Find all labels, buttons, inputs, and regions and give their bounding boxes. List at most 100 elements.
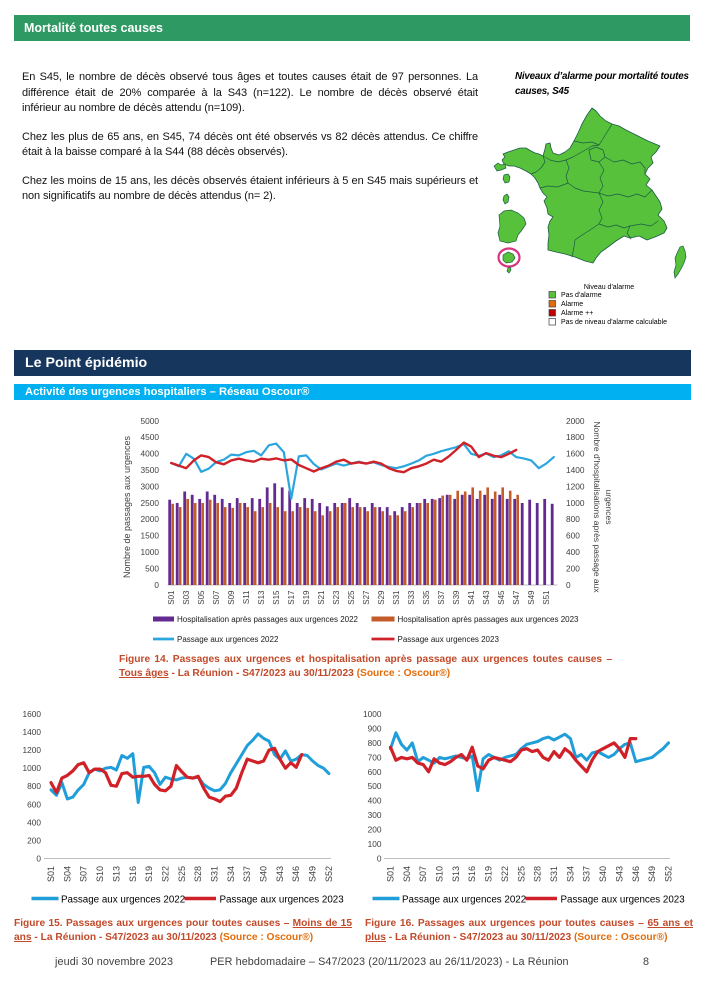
svg-text:S22: S22	[160, 866, 170, 882]
svg-text:S31: S31	[210, 866, 220, 882]
svg-text:0: 0	[154, 580, 159, 590]
svg-text:S52: S52	[324, 866, 334, 882]
svg-text:S10: S10	[95, 866, 105, 882]
svg-text:1400: 1400	[23, 727, 42, 737]
svg-text:S37: S37	[437, 590, 446, 605]
svg-text:S33: S33	[407, 590, 416, 605]
svg-text:S29: S29	[377, 590, 386, 605]
svg-text:S04: S04	[62, 866, 72, 882]
svg-text:S51: S51	[542, 590, 551, 605]
svg-text:1000: 1000	[23, 763, 42, 773]
svg-text:500: 500	[368, 781, 382, 791]
svg-text:Passage aux urgences 2022: Passage aux urgences 2022	[177, 635, 279, 644]
svg-text:S35: S35	[422, 590, 431, 605]
svg-text:S10: S10	[435, 866, 445, 882]
svg-text:S25: S25	[347, 590, 356, 605]
svg-text:S19: S19	[302, 590, 311, 605]
svg-text:3500: 3500	[141, 465, 160, 475]
svg-text:Niveau d'alarme: Niveau d'alarme	[584, 284, 634, 291]
svg-text:S31: S31	[549, 866, 559, 882]
svg-text:Nombre de passages aux urgence: Nombre de passages aux urgences	[122, 435, 132, 578]
svg-text:700: 700	[368, 752, 382, 762]
svg-text:600: 600	[566, 531, 580, 541]
svg-text:800: 800	[368, 738, 382, 748]
svg-text:S01: S01	[46, 866, 56, 882]
svg-text:4000: 4000	[141, 449, 160, 459]
svg-text:S09: S09	[227, 590, 236, 605]
svg-text:S37: S37	[582, 866, 592, 882]
svg-text:800: 800	[27, 781, 41, 791]
svg-text:1200: 1200	[566, 481, 585, 491]
svg-text:S34: S34	[226, 866, 236, 882]
svg-text:S47: S47	[512, 590, 521, 605]
svg-text:Hospitalisation après passages: Hospitalisation après passages aux urgen…	[398, 615, 580, 624]
svg-text:S28: S28	[533, 866, 543, 882]
svg-text:S34: S34	[565, 866, 575, 882]
svg-text:2000: 2000	[566, 416, 585, 426]
svg-text:S40: S40	[259, 866, 269, 882]
svg-text:S46: S46	[291, 866, 301, 882]
svg-text:600: 600	[368, 767, 382, 777]
svg-text:200: 200	[27, 835, 41, 845]
svg-text:S13: S13	[451, 866, 461, 882]
svg-text:500: 500	[145, 563, 159, 573]
svg-text:2000: 2000	[141, 514, 160, 524]
svg-text:1800: 1800	[566, 432, 585, 442]
svg-text:400: 400	[566, 547, 580, 557]
svg-text:S45: S45	[497, 590, 506, 605]
svg-text:S25: S25	[516, 866, 526, 882]
svg-text:S25: S25	[177, 866, 187, 882]
svg-text:Passage aux urgences 2023: Passage aux urgences 2023	[398, 635, 500, 644]
svg-text:S49: S49	[647, 866, 657, 882]
svg-text:S07: S07	[418, 866, 428, 882]
svg-text:Passage aux urgences 2023: Passage aux urgences 2023	[220, 895, 345, 906]
svg-text:100: 100	[368, 839, 382, 849]
svg-text:S23: S23	[332, 590, 341, 605]
svg-text:Pas d'alarme: Pas d'alarme	[561, 292, 602, 299]
svg-text:S03: S03	[182, 590, 191, 605]
svg-text:Alarme: Alarme	[561, 301, 583, 308]
svg-text:S01: S01	[386, 866, 396, 882]
svg-text:800: 800	[566, 514, 580, 524]
svg-text:S11: S11	[242, 590, 251, 604]
svg-text:1500: 1500	[141, 531, 160, 541]
svg-text:S43: S43	[275, 866, 285, 882]
svg-text:3000: 3000	[141, 481, 160, 491]
svg-text:S43: S43	[482, 590, 491, 605]
svg-text:S31: S31	[392, 590, 401, 605]
svg-text:S04: S04	[402, 866, 412, 882]
svg-text:S28: S28	[193, 866, 203, 882]
svg-text:200: 200	[566, 563, 580, 573]
svg-text:S07: S07	[79, 866, 89, 882]
svg-text:S22: S22	[500, 866, 510, 882]
svg-text:Hospitalisation après passages: Hospitalisation après passages aux urgen…	[177, 615, 359, 624]
svg-text:S39: S39	[452, 590, 461, 605]
svg-text:S07: S07	[212, 590, 221, 605]
svg-text:S13: S13	[257, 590, 266, 605]
svg-text:1600: 1600	[23, 709, 42, 719]
svg-text:S49: S49	[308, 866, 318, 882]
svg-text:400: 400	[368, 796, 382, 806]
svg-text:S37: S37	[242, 866, 252, 882]
svg-text:S41: S41	[467, 590, 476, 605]
svg-text:S17: S17	[287, 590, 296, 605]
svg-text:S19: S19	[484, 866, 494, 882]
svg-text:1400: 1400	[566, 465, 585, 475]
svg-text:Passage aux urgences 2023: Passage aux urgences 2023	[561, 895, 686, 906]
svg-text:S49: S49	[527, 590, 536, 605]
svg-text:S05: S05	[197, 590, 206, 605]
svg-text:1200: 1200	[23, 745, 42, 755]
svg-text:S19: S19	[144, 866, 154, 882]
svg-text:600: 600	[27, 799, 41, 809]
svg-text:S52: S52	[664, 866, 674, 882]
svg-text:200: 200	[368, 825, 382, 835]
svg-text:2500: 2500	[141, 498, 160, 508]
svg-text:1000: 1000	[566, 498, 585, 508]
svg-text:Alarme ++: Alarme ++	[561, 310, 593, 317]
svg-text:Passage aux urgences 2022: Passage aux urgences 2022	[402, 895, 526, 906]
svg-text:S21: S21	[317, 590, 326, 605]
svg-text:1600: 1600	[566, 449, 585, 459]
svg-text:S13: S13	[111, 866, 121, 882]
svg-text:0: 0	[377, 854, 382, 864]
svg-text:4500: 4500	[141, 432, 160, 442]
